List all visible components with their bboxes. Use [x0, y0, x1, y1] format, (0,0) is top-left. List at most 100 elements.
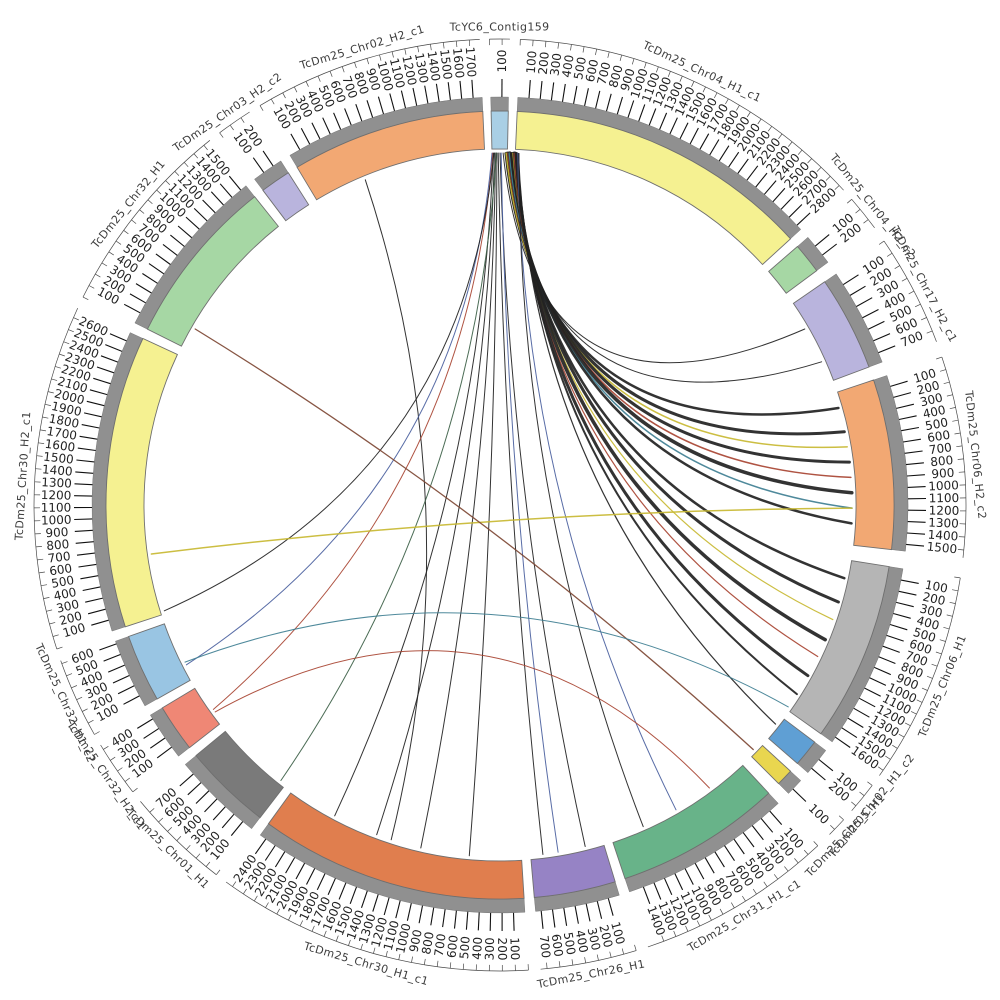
ruler-tick: [132, 787, 138, 793]
tick-mark: [112, 675, 130, 684]
tick-mark: [109, 333, 127, 342]
tick-mark: [869, 677, 887, 686]
ruler-tick: [95, 273, 101, 278]
synteny-link: [468, 152, 498, 857]
ruler-tick: [195, 853, 201, 859]
ruler-tick: [713, 92, 718, 99]
tick-mark: [210, 191, 224, 206]
tick-label: 800: [351, 70, 371, 96]
tick-label: 400: [559, 54, 576, 79]
tick-mark: [349, 886, 358, 904]
tick-label: 600: [908, 637, 934, 658]
tick-mark: [551, 909, 556, 928]
ruler-tick: [82, 296, 89, 301]
tick-mark: [704, 857, 715, 874]
tick-mark: [400, 90, 407, 109]
ruler-tick: [708, 914, 712, 921]
tick-mark: [896, 403, 915, 409]
ruler-tick: [36, 455, 43, 457]
tick-mark: [338, 882, 347, 900]
ruler-tick: [916, 699, 923, 703]
tick-mark: [648, 108, 657, 126]
ruler-tick: [838, 815, 844, 821]
tick-mark: [135, 283, 152, 294]
ruler-tick: [43, 597, 50, 599]
tick-mark: [187, 782, 202, 796]
tick-mark: [228, 175, 242, 191]
tick-mark: [653, 882, 662, 900]
tick-mark: [105, 344, 123, 352]
ruler-tick: [265, 902, 269, 908]
ruler-tick: [926, 330, 933, 334]
tick-mark: [900, 579, 919, 584]
tick-mark: [295, 862, 306, 880]
tick-label: 900: [407, 928, 425, 953]
tick-mark: [230, 821, 244, 836]
ruler-tick: [49, 622, 56, 625]
tick-mark: [714, 851, 725, 868]
ruler-tick: [108, 251, 114, 256]
tick-mark: [252, 157, 265, 173]
tick-mark: [179, 773, 194, 787]
tick-label: 800: [419, 931, 437, 956]
tick-mark: [561, 83, 566, 102]
tick-mark: [327, 878, 336, 896]
ruler-tick: [183, 162, 189, 168]
ruler-tick: [830, 824, 835, 830]
tick-label: 300: [483, 937, 498, 960]
tick-mark: [751, 825, 764, 841]
ruler-tick: [58, 353, 65, 357]
segment-arc-tcdm25-chr32-h1-c2: [128, 623, 191, 700]
tick-mark: [878, 345, 896, 354]
ruler-tick: [149, 808, 155, 813]
ruler-tick: [773, 874, 779, 880]
tick-mark: [835, 736, 851, 748]
ruler-tick: [949, 407, 956, 410]
tick-label: 1400: [424, 50, 442, 82]
tick-mark: [290, 133, 301, 150]
tick-mark: [83, 412, 102, 418]
tick-mark: [843, 274, 859, 286]
tick-mark: [814, 234, 830, 247]
ruler-tick: [794, 858, 799, 864]
ruler-tick: [379, 54, 382, 61]
tick-mark: [540, 910, 544, 929]
ruler-tick: [954, 432, 961, 435]
tick-mark: [853, 707, 870, 718]
ruler-tick: [878, 240, 885, 245]
tick-mark: [442, 909, 446, 928]
ruler-tick: [846, 199, 852, 204]
tick-mark: [316, 873, 326, 891]
ruler-tick: [417, 46, 420, 53]
segment-ruler: [219, 111, 250, 134]
tick-label: 1500: [43, 450, 75, 467]
ruler-tick: [901, 277, 908, 282]
ruler-tick: [462, 963, 465, 970]
tick-label: 600: [444, 934, 460, 958]
ruler-tick: [894, 265, 900, 269]
ruler-tick: [956, 445, 963, 448]
tick-mark: [859, 697, 876, 708]
tick-mark: [360, 890, 368, 908]
ruler-tick: [631, 58, 635, 65]
tick-mark: [75, 541, 94, 544]
links-layer: [150, 151, 854, 857]
synteny-link: [184, 612, 789, 708]
tick-mark: [355, 104, 363, 122]
ruler-tick: [373, 947, 376, 954]
ruler-tick: [571, 959, 574, 966]
ruler-tick: [167, 827, 173, 832]
tick-label: 1500: [926, 539, 958, 556]
tick-label: 1000: [928, 478, 959, 493]
ruler-tick: [88, 285, 95, 289]
ruler-tick: [570, 44, 572, 51]
segment-arc-tcdm25-chr06-h2-c2: [837, 379, 895, 551]
tick-label: 900: [618, 67, 638, 93]
segment-arc-tcdm25-chr32-h2-c1: [161, 687, 221, 749]
tick-mark: [904, 450, 923, 454]
tick-mark: [889, 623, 908, 631]
tick-mark: [903, 438, 921, 443]
tick-label: 1400: [42, 462, 74, 478]
tick-mark: [221, 813, 235, 829]
segment-ruler: [941, 356, 967, 558]
